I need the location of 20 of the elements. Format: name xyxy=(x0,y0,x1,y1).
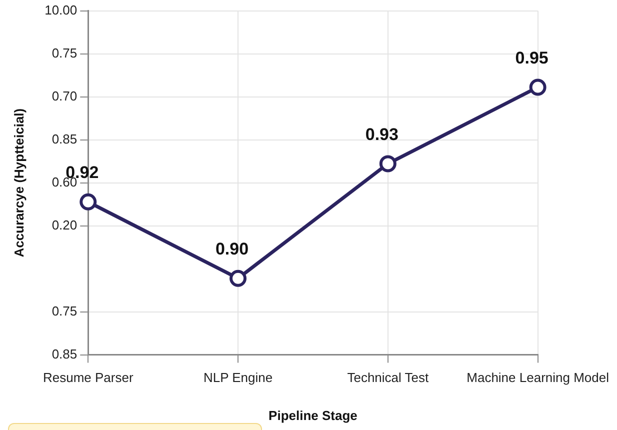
point xyxy=(230,270,247,287)
category-label: 10.00 xyxy=(44,2,78,18)
y-axis-title: Accurarcye (Hyptteicial) xyxy=(11,108,26,258)
category-label: 0.70 xyxy=(52,88,78,104)
category-label: 0.85 xyxy=(52,131,78,146)
point xyxy=(529,78,546,96)
data-label: 0.95 xyxy=(515,48,548,68)
x-tick-label: Technical Test xyxy=(347,370,430,386)
category-label: 0.75 xyxy=(52,45,78,60)
x-tick-label: Resume Parser xyxy=(42,370,134,386)
x-axis-title: Pipeline Stage xyxy=(268,408,358,423)
data-label: 0.90 xyxy=(215,240,249,259)
point xyxy=(80,193,97,210)
x-tick-label: Machine Learning Model xyxy=(466,370,610,386)
category-label: 0.85 xyxy=(52,346,78,362)
category-label: 0.75 xyxy=(52,303,78,318)
point xyxy=(379,155,396,172)
data-label: 0.93 xyxy=(365,124,398,144)
x-tick-label: NLP Engine xyxy=(203,370,273,386)
category-label: 0.20 xyxy=(52,217,78,232)
